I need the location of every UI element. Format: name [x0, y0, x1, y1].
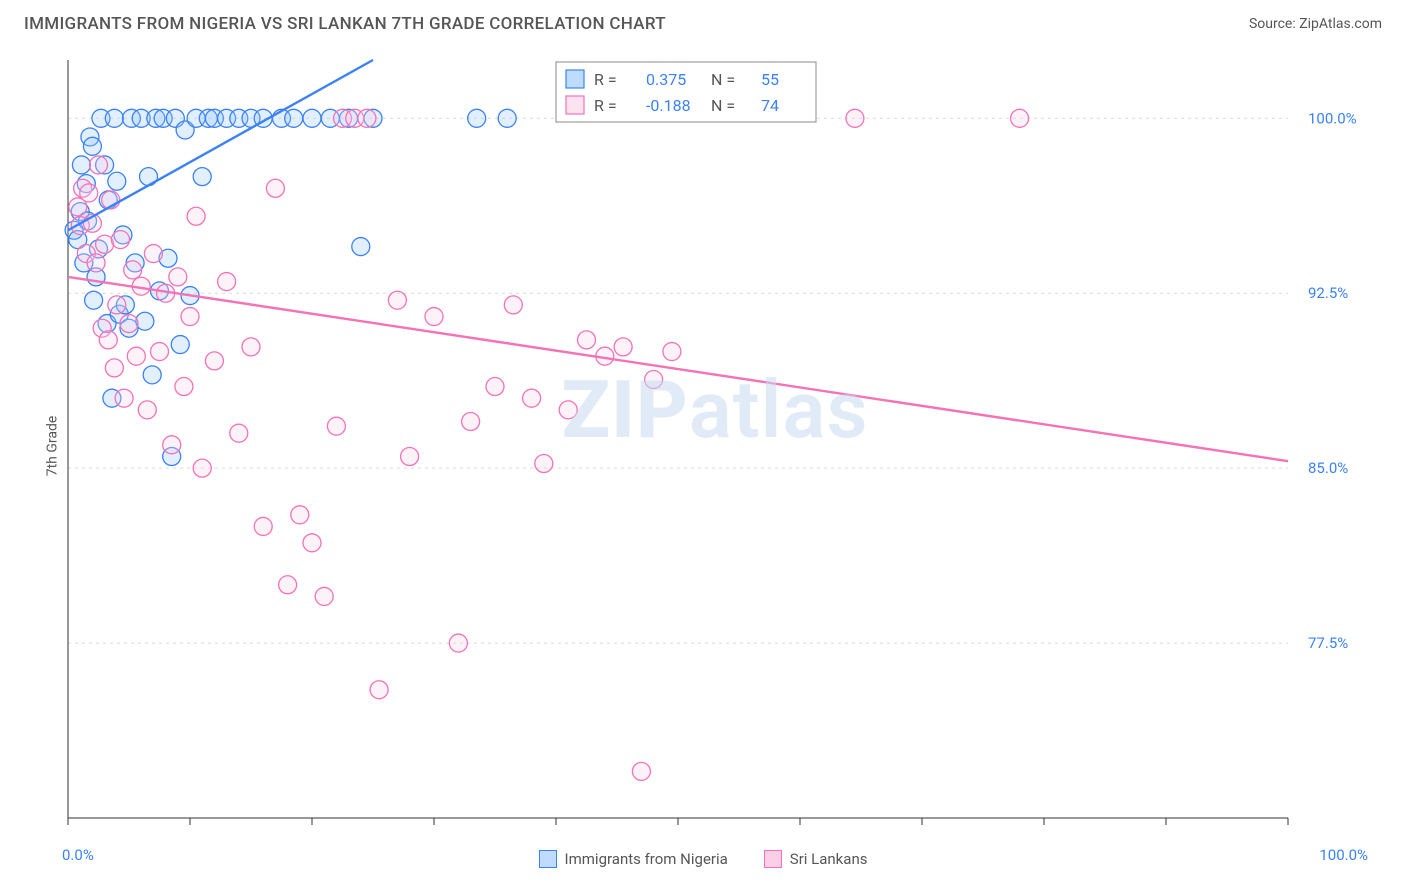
legend-swatch-srilankans	[764, 850, 782, 868]
svg-text:74: 74	[761, 96, 779, 115]
page-title: IMMIGRANTS FROM NIGERIA VS SRI LANKAN 7T…	[24, 14, 666, 34]
svg-text:77.5%: 77.5%	[1308, 634, 1348, 652]
legend-swatch-nigeria	[539, 850, 557, 868]
legend-item-srilankans: Sri Lankans	[764, 850, 868, 868]
svg-text:55: 55	[761, 70, 779, 89]
legend-label-srilankans: Sri Lankans	[790, 850, 868, 868]
svg-text:N =: N =	[711, 96, 735, 115]
scatter-chart: ZIPatlas 77.5%85.0%92.5%100.0%R =0.375N …	[62, 50, 1368, 832]
chart-svg: 77.5% 85.0% 92.5% 100.0% R = 0.375 N = 55 R = -0.…	[62, 50, 1368, 832]
y-axis-label: 7th Grade	[44, 416, 60, 477]
svg-text:R =: R =	[594, 96, 617, 115]
legend-item-nigeria: Immigrants from Nigeria	[539, 850, 728, 868]
svg-text:0.375: 0.375	[646, 70, 686, 89]
legend-label-nigeria: Immigrants from Nigeria	[565, 850, 728, 868]
bottom-legend: Immigrants from Nigeria Sri Lankans	[0, 850, 1406, 868]
svg-text:100.0%: 100.0%	[1308, 109, 1357, 127]
svg-text:92.5%: 92.5%	[1308, 284, 1348, 302]
svg-text:N =: N =	[711, 70, 735, 89]
svg-text:-0.188: -0.188	[646, 96, 691, 115]
source-credit: Source: ZipAtlas.com	[1249, 16, 1382, 32]
svg-text:R =: R =	[594, 70, 617, 89]
svg-text:85.0%: 85.0%	[1308, 459, 1348, 477]
